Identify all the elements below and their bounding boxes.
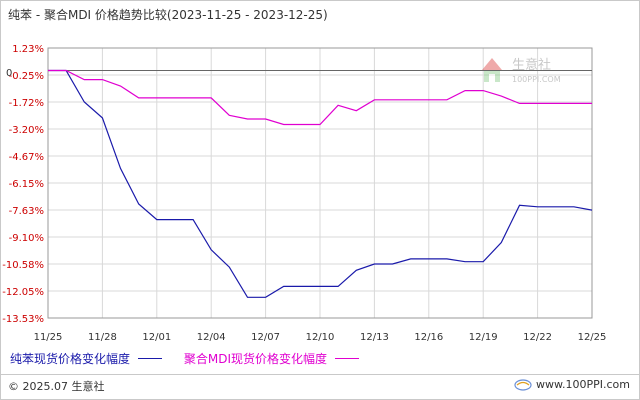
legend-label-benzene: 纯苯现货价格变化幅度 xyxy=(10,352,131,366)
site-url-text: www.100PPI.com xyxy=(536,378,630,391)
y-tick-label: -3.20% xyxy=(9,125,44,136)
site-logo-icon xyxy=(514,378,532,391)
y-tick-label: -10.58% xyxy=(2,260,44,271)
y-tick-label: -13.53% xyxy=(2,314,44,325)
watermark-logo: 生意社 100PPI.COM xyxy=(482,57,561,84)
y-tick-label: -4.67% xyxy=(9,152,44,163)
y-tick-label: -7.63% xyxy=(9,206,44,217)
x-tick-label: 12/19 xyxy=(469,332,498,343)
legend: 纯苯现货价格变化幅度 聚合MDI现货价格变化幅度 xyxy=(10,350,377,367)
x-tick-label: 11/25 xyxy=(34,332,63,343)
house-logo-icon xyxy=(482,58,502,82)
x-tick-label: 12/01 xyxy=(142,332,171,343)
copyright-text: © 2025.07 生意社 xyxy=(8,380,105,393)
y-tick-label: 1.23% xyxy=(12,44,44,55)
x-tick-label: 12/22 xyxy=(523,332,552,343)
x-tick-labels: 11/25 11/28 12/01 12/04 12/07 12/10 12/13 12/16… xyxy=(34,332,607,343)
series-line-2 xyxy=(48,69,592,126)
footer-divider xyxy=(0,374,640,375)
series-line-1 xyxy=(48,69,593,298)
x-tick-label: 12/10 xyxy=(306,332,335,343)
series-lines xyxy=(48,69,593,298)
y-tick-label: -6.15% xyxy=(9,179,44,190)
y-tick-label: -0.25% xyxy=(9,71,44,82)
line-chart: 生意社 100PPI.COM 1.23% -0.25% -1.72% -3.20% -4… xyxy=(2,44,607,343)
x-tick-label: 11/28 xyxy=(88,332,117,343)
watermark-url: 100PPI.COM xyxy=(512,75,561,84)
grid-lines xyxy=(47,47,593,319)
axes xyxy=(47,47,593,319)
y-tick-label: -9.10% xyxy=(9,233,44,244)
legend-swatch-benzene xyxy=(138,358,163,359)
y-tick-label: -12.05% xyxy=(2,287,44,298)
legend-item-mdi: 聚合MDI现货价格变化幅度 xyxy=(184,350,359,367)
plot-border xyxy=(47,47,593,319)
y-tick-labels: 1.23% -0.25% -1.72% -3.20% -4.67% -6.15% -7.63… xyxy=(2,44,44,325)
x-tick-label: 12/16 xyxy=(414,332,443,343)
x-tick-label: 12/13 xyxy=(360,332,389,343)
legend-swatch-mdi xyxy=(334,358,359,359)
zero-marker-label: 0 xyxy=(6,68,12,79)
watermark-brand: 生意社 xyxy=(512,57,551,73)
site-link[interactable]: www.100PPI.com xyxy=(514,378,630,391)
legend-item-benzene: 纯苯现货价格变化幅度 xyxy=(10,350,163,367)
chart-title: 纯苯 - 聚合MDI 价格趋势比较(2023-11-25 - 2023-12-2… xyxy=(8,8,328,22)
x-tick-label: 12/07 xyxy=(251,332,280,343)
x-tick-label: 12/04 xyxy=(197,332,226,343)
x-tick-label: 12/25 xyxy=(578,332,607,343)
y-tick-label: -1.72% xyxy=(9,98,44,109)
legend-label-mdi: 聚合MDI现货价格变化幅度 xyxy=(183,352,327,366)
